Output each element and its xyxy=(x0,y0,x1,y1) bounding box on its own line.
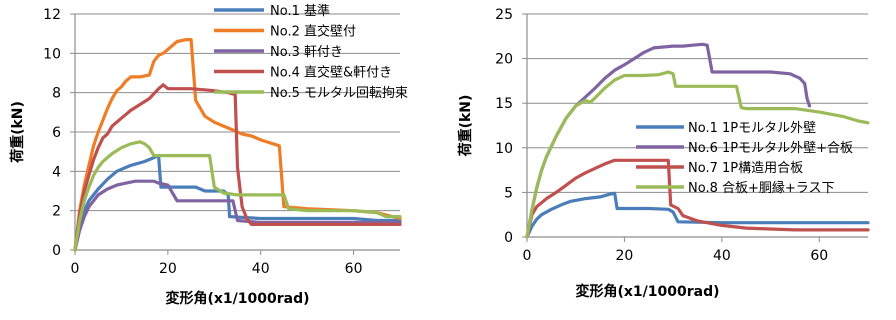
x-tick-label: 0 xyxy=(523,248,532,264)
legend-label: No.2 直交壁付 xyxy=(270,24,356,40)
y-tick-label: 5 xyxy=(504,185,513,201)
x-axis-title: 変形角(x1/1000rad) xyxy=(165,290,309,307)
y-axis-title: 荷重(kN) xyxy=(457,95,474,158)
series-line-5 xyxy=(73,140,402,252)
x-tick-label: 60 xyxy=(810,248,828,264)
legend-label: No.6 1Pモルタル外壁+合板 xyxy=(688,141,853,156)
y-tick-label: 0 xyxy=(504,230,513,246)
y-tick-label: 12 xyxy=(43,7,61,23)
legend-label: No.1 1Pモルタル外壁 xyxy=(688,121,816,136)
legend-label: No.4 直交壁&軒付き xyxy=(270,65,392,81)
chart-left: 0 2 4 6 8 10 12 0 20 40 60 No.1 基準 No.2 直交壁付 No.3 軒付き… xyxy=(9,3,408,307)
x-tick-label: 40 xyxy=(713,248,731,264)
x-axis-title: 変形角(x1/1000rad) xyxy=(575,283,719,300)
legend-label: No.1 基準 xyxy=(270,3,330,19)
x-tick-label: 20 xyxy=(159,261,177,277)
x-tick-label: 0 xyxy=(71,261,80,277)
y-axis-title: 荷重(kN) xyxy=(9,101,26,164)
series-line-4 xyxy=(73,83,402,252)
y-tick-label: 15 xyxy=(495,96,513,112)
series-line-2 xyxy=(73,38,402,252)
legend-label: No.3 軒付き xyxy=(270,45,343,60)
series-line-1 xyxy=(525,191,870,239)
plot-area-right: 0 5 10 15 20 25 0 20 40 60 No.1 1Pモルタル外壁 No.6 1Pモルタ… xyxy=(457,7,870,300)
legend-label: No.5 モルタル回転拘束 xyxy=(270,86,408,101)
chart-right: 0 5 10 15 20 25 0 20 40 60 No.1 1Pモルタル外壁 No.6 1Pモルタ… xyxy=(457,7,870,300)
y-tick-label: 10 xyxy=(495,141,513,157)
y-tick-label: 25 xyxy=(495,7,513,23)
y-tick-label: 20 xyxy=(495,52,513,68)
y-tick-label: 6 xyxy=(52,125,61,141)
x-tick-label: 60 xyxy=(345,261,363,277)
legend-label: No.8 合板+胴縁+ラス下 xyxy=(688,180,835,196)
y-tick-label: 2 xyxy=(52,204,61,220)
x-tick-label: 20 xyxy=(616,248,634,264)
y-tick-label: 0 xyxy=(52,243,61,259)
y-tick-label: 8 xyxy=(52,86,61,102)
plot-area-left: 0 2 4 6 8 10 12 0 20 40 60 No.1 基準 No.2 直交壁付 No.3 軒付き… xyxy=(9,3,408,307)
x-tick-label: 40 xyxy=(252,261,270,277)
y-tick-label: 4 xyxy=(52,164,61,180)
series-line-3 xyxy=(525,158,870,239)
series-line-4 xyxy=(525,70,870,239)
y-tick-label: 10 xyxy=(43,46,61,62)
legend-label: No.7 1P構造用合板 xyxy=(688,161,803,176)
series-line-3 xyxy=(73,179,402,252)
